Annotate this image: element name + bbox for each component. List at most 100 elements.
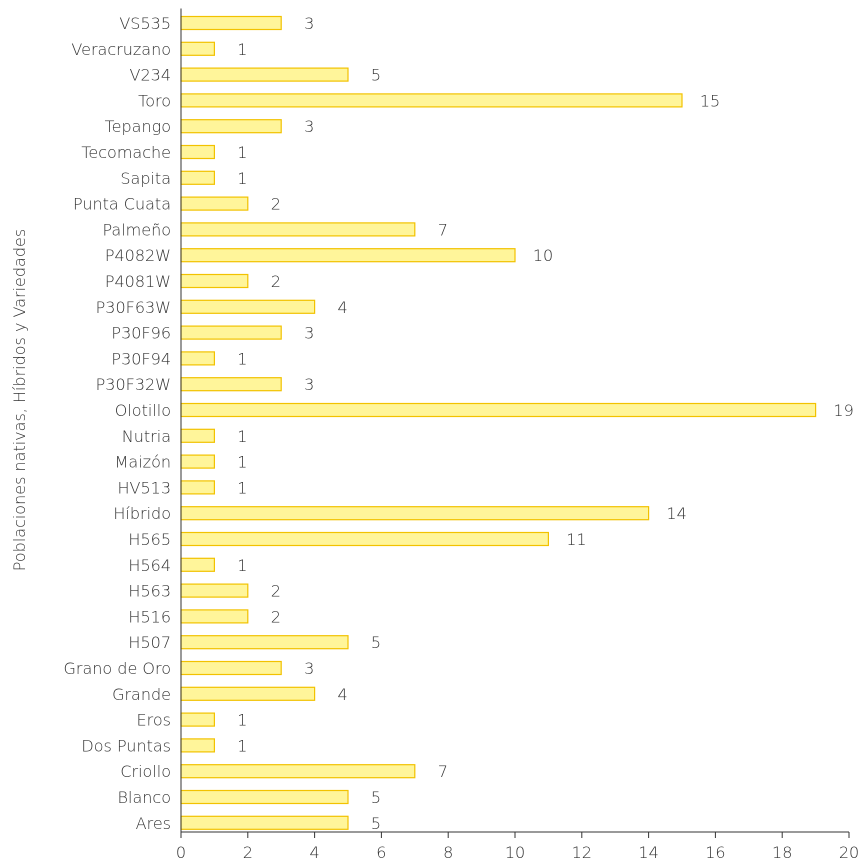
bar [180, 248, 516, 263]
category-label: Grande [112, 685, 171, 704]
category-label: H563 [128, 582, 171, 601]
category-label: Tepango [105, 117, 171, 136]
bar [180, 15, 282, 31]
x-tick-label: 18 [772, 843, 792, 862]
category-label: Nutria [122, 427, 171, 446]
category-label: Toro [138, 91, 171, 110]
x-tick-label: 20 [839, 843, 859, 862]
x-tick-label: 0 [176, 843, 186, 862]
category-label: Sapita [120, 169, 171, 188]
value-label: 2 [271, 272, 281, 291]
value-label: 1 [237, 40, 247, 59]
value-label: 4 [338, 298, 348, 317]
bar [180, 41, 216, 56]
bar [180, 325, 282, 340]
x-tick-label: 12 [572, 843, 592, 862]
category-label: Criollo [120, 762, 171, 781]
value-label: 10 [533, 246, 553, 265]
bar [180, 273, 249, 289]
bar [180, 557, 216, 572]
bar [180, 428, 216, 443]
value-label: 2 [271, 582, 281, 601]
bar [180, 377, 282, 392]
value-label: 1 [237, 478, 247, 497]
value-label: 5 [371, 66, 381, 85]
value-label: 7 [438, 220, 448, 239]
y-axis-title: Poblaciones nativas, Híbridos y Variedad… [10, 229, 29, 571]
bar [180, 119, 282, 134]
category-label: P30F94 [111, 349, 171, 368]
value-label: 5 [371, 788, 381, 807]
bar [180, 712, 216, 727]
category-label: Palmeño [102, 220, 171, 239]
bar [180, 738, 216, 753]
bars [180, 15, 817, 830]
value-label: 1 [237, 143, 247, 162]
bar [180, 93, 683, 108]
category-label: P30F63W [96, 298, 171, 317]
bar [180, 196, 249, 211]
value-label: 1 [237, 556, 247, 575]
category-label: H564 [128, 556, 171, 575]
value-label: 2 [271, 607, 281, 626]
bar [180, 480, 216, 495]
bar [180, 583, 249, 598]
bar [180, 660, 282, 676]
category-label: Blanco [118, 788, 171, 807]
category-label: Dos Puntas [81, 736, 171, 755]
category-label: P4081W [105, 272, 171, 291]
category-label: Híbrido [113, 504, 171, 523]
value-label: 1 [237, 453, 247, 472]
bar [180, 454, 216, 469]
category-label: Punta Cuata [73, 195, 171, 214]
category-label: Veracruzano [71, 40, 171, 59]
value-label: 3 [304, 324, 314, 343]
value-label: 1 [237, 427, 247, 446]
bar [180, 222, 416, 237]
bar [180, 635, 349, 650]
bar [180, 531, 549, 547]
x-tick-label: 6 [376, 843, 386, 862]
category-label: Eros [137, 711, 171, 730]
category-label: Maizón [115, 453, 171, 472]
category-label: VS535 [119, 14, 171, 33]
value-label: 7 [438, 762, 448, 781]
x-tick-label: 10 [505, 843, 525, 862]
category-label: V234 [130, 66, 171, 85]
category-label: P30F32W [96, 375, 171, 394]
value-label: 1 [237, 349, 247, 368]
bar [180, 67, 349, 82]
category-label: P4082W [105, 246, 171, 265]
category-label: H516 [128, 607, 171, 626]
bar [180, 144, 216, 160]
x-tick-label: 2 [243, 843, 253, 862]
value-label: 2 [271, 195, 281, 214]
bar [180, 686, 316, 701]
value-label: 1 [237, 736, 247, 755]
x-tick-label: 14 [638, 843, 658, 862]
bar [180, 609, 249, 624]
value-label: 11 [566, 530, 586, 549]
category-label: Ares [136, 814, 171, 833]
bar [180, 789, 349, 805]
value-label: 5 [371, 814, 381, 833]
value-label: 4 [338, 685, 348, 704]
value-label: 3 [304, 14, 314, 33]
bar [180, 170, 216, 185]
bar [180, 402, 817, 418]
x-tick-label: 4 [310, 843, 320, 862]
value-label: 3 [304, 375, 314, 394]
category-label: Olotillo [115, 401, 171, 420]
value-label: 14 [666, 504, 686, 523]
value-label: 15 [700, 91, 720, 110]
value-label: 3 [304, 659, 314, 678]
category-labels: VS535 Veracruzano V234 Toro Tepango Tecomache… [64, 14, 172, 833]
value-label: 1 [237, 711, 247, 730]
category-label: P30F96 [111, 324, 171, 343]
bar [180, 506, 650, 521]
category-label: Grano de Oro [64, 659, 172, 678]
bar [180, 351, 216, 366]
bar [180, 764, 416, 779]
